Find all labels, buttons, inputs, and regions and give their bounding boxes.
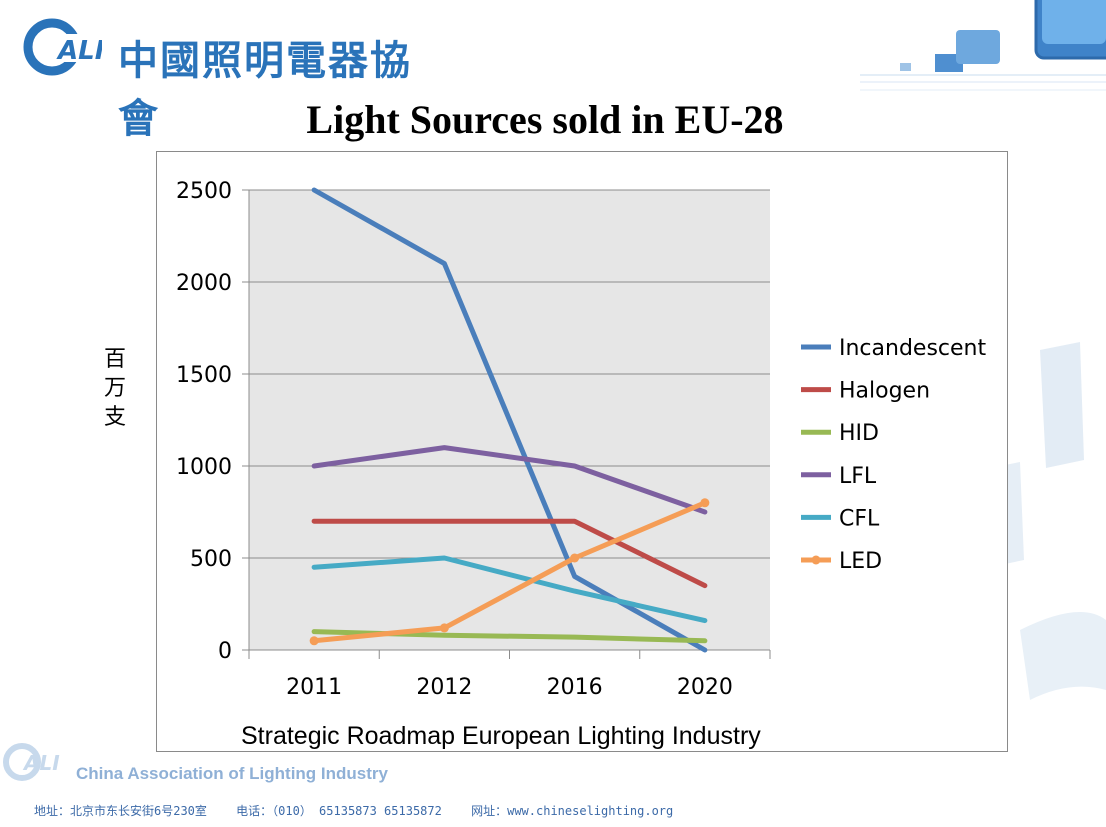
contact-line: 地址：北京市东长安街6号230室 电话：（010） 65135873 65135… [34,802,695,819]
website-link[interactable]: 网址：www.chineselighting.org [471,804,674,818]
y-tick-label: 1500 [176,363,232,388]
series-line-cfl [311,555,708,624]
y-tick-label: 2500 [176,179,232,204]
x-tick-label: 2016 [547,675,603,700]
y-axis-label: 百万支 [103,347,126,430]
y-tick-label: 1000 [176,455,232,480]
data-point-led [700,498,710,508]
header-decoration [860,0,1106,91]
association-name-en: China Association of Lighting Industry [76,764,388,783]
data-point-led [570,553,580,563]
legend-marker-led [811,555,821,565]
series-line-led [311,500,708,644]
phone-text: 电话：（010） 65135873 65135872 [236,804,442,818]
y-tick-label: 2000 [176,271,232,296]
x-tick-label: 2012 [416,675,472,700]
source-note: Strategic Roadmap European Lighting Indu… [241,722,761,750]
footer-logo-icon: ALI [3,743,60,781]
legend-label: Incandescent [839,336,986,361]
address-text: 地址：北京市东长安街6号230室 [34,804,207,818]
logo-mark-text: ALI [56,36,102,66]
header-logo: ALI 中國照明電器協會 [22,14,442,142]
x-tick-label: 2020 [677,675,733,700]
legend-label: HID [839,421,879,446]
data-point-led [309,636,319,646]
y-tick-label: 500 [190,547,232,572]
series-line-lfl [311,445,708,515]
series-line-halogen [311,518,708,589]
legend-label: Halogen [839,379,930,404]
cali-logo-icon: ALI [23,18,105,76]
x-tick-label: 2011 [286,675,342,700]
org-name-cn: 中國照明電器協會 [118,37,412,142]
slide-title: Light Sources sold in EU-28 [306,97,784,142]
series-line-incandescent [311,187,708,653]
y-tick-label: 0 [218,639,232,664]
legend-label: LED [839,549,882,574]
legend-label: LFL [839,464,877,489]
footer-logo-text: ALI [22,751,60,775]
data-point-led [439,623,449,633]
legend-label: CFL [839,506,880,531]
